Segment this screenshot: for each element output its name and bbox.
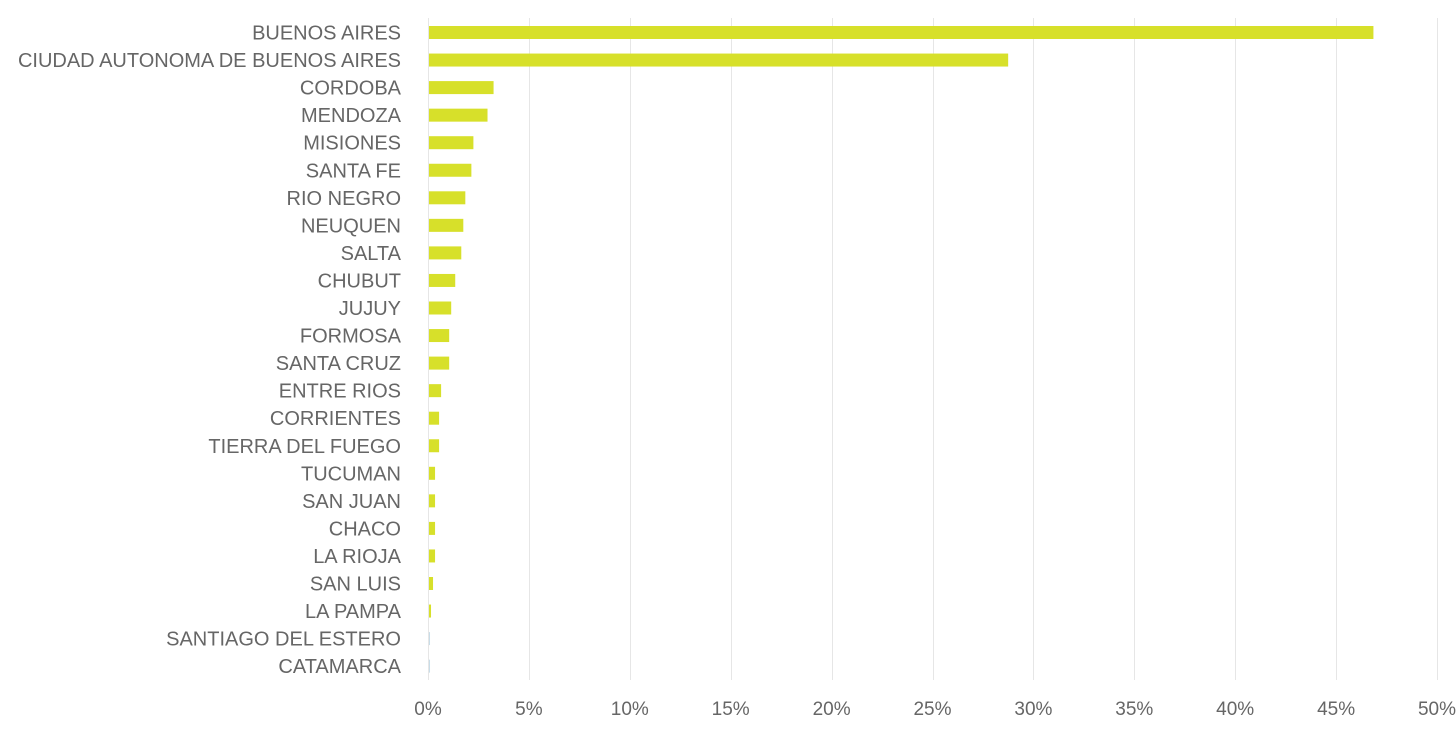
category-label: LA RIOJA bbox=[313, 546, 401, 568]
bar bbox=[429, 384, 442, 398]
bar bbox=[429, 494, 436, 508]
category-label: BUENOS AIRES bbox=[252, 23, 401, 45]
category-label: JUJUY bbox=[339, 298, 401, 320]
category-label: RIO NEGRO bbox=[287, 188, 401, 210]
bar bbox=[429, 246, 462, 260]
category-label: SAN LUIS bbox=[310, 574, 401, 596]
x-tick-label: 45% bbox=[1317, 699, 1355, 720]
bar bbox=[429, 53, 1009, 67]
x-tick-label: 15% bbox=[712, 699, 750, 720]
bar bbox=[429, 632, 431, 646]
category-label: TIERRA DEL FUEGO bbox=[208, 436, 401, 458]
bar bbox=[429, 301, 452, 315]
bar bbox=[429, 549, 436, 563]
bar bbox=[429, 659, 431, 673]
bar bbox=[429, 466, 436, 480]
bar bbox=[429, 273, 456, 287]
x-tick-label: 35% bbox=[1115, 699, 1153, 720]
x-tick-label: 30% bbox=[1014, 699, 1052, 720]
bar bbox=[429, 108, 488, 122]
x-tick-label: 20% bbox=[813, 699, 851, 720]
bar bbox=[429, 163, 472, 177]
bars bbox=[429, 26, 1374, 673]
category-label: MENDOZA bbox=[301, 105, 402, 127]
x-axis-tick-labels: 0% 5% 10% 15% 20% 25% 30% 35% 40% 45% 50% bbox=[414, 699, 1456, 720]
category-label: SANTIAGO DEL ESTERO bbox=[166, 629, 401, 651]
bar bbox=[429, 218, 464, 232]
category-label: SALTA bbox=[341, 243, 402, 265]
gridlines bbox=[428, 18, 1438, 680]
bar bbox=[429, 356, 450, 370]
category-label: FORMOSA bbox=[300, 326, 402, 348]
bar bbox=[429, 521, 436, 535]
x-tick-label: 50% bbox=[1418, 699, 1456, 720]
bar bbox=[429, 604, 432, 618]
category-label: SANTA FE bbox=[306, 160, 401, 182]
category-label: TUCUMAN bbox=[301, 463, 401, 485]
category-label: CHUBUT bbox=[318, 270, 401, 292]
x-tick-label: 40% bbox=[1216, 699, 1254, 720]
category-label: NEUQUEN bbox=[301, 215, 401, 237]
category-label: CATAMARCA bbox=[278, 656, 401, 678]
bar bbox=[429, 81, 494, 95]
bar bbox=[429, 329, 450, 343]
x-tick-label: 5% bbox=[515, 699, 543, 720]
category-label: SAN JUAN bbox=[302, 491, 401, 513]
x-tick-label: 0% bbox=[414, 699, 442, 720]
category-label: CORRIENTES bbox=[270, 408, 401, 430]
category-label: CIUDAD AUTONOMA DE BUENOS AIRES bbox=[18, 50, 401, 72]
bar bbox=[429, 577, 434, 590]
category-label: LA PAMPA bbox=[305, 601, 402, 623]
bar bbox=[429, 191, 466, 205]
x-tick-label: 25% bbox=[913, 699, 951, 720]
category-label: CHACO bbox=[329, 518, 401, 540]
bar bbox=[429, 26, 1374, 39]
category-label: CORDOBA bbox=[300, 78, 402, 100]
category-label: ENTRE RIOS bbox=[279, 381, 401, 403]
bar bbox=[429, 439, 440, 453]
bar bbox=[429, 411, 440, 425]
x-tick-label: 10% bbox=[611, 699, 649, 720]
bar bbox=[429, 136, 474, 150]
category-labels: BUENOS AIRES CIUDAD AUTONOMA DE BUENOS AI… bbox=[18, 23, 402, 679]
category-label: SANTA CRUZ bbox=[276, 353, 401, 375]
category-label: MISIONES bbox=[303, 133, 401, 155]
